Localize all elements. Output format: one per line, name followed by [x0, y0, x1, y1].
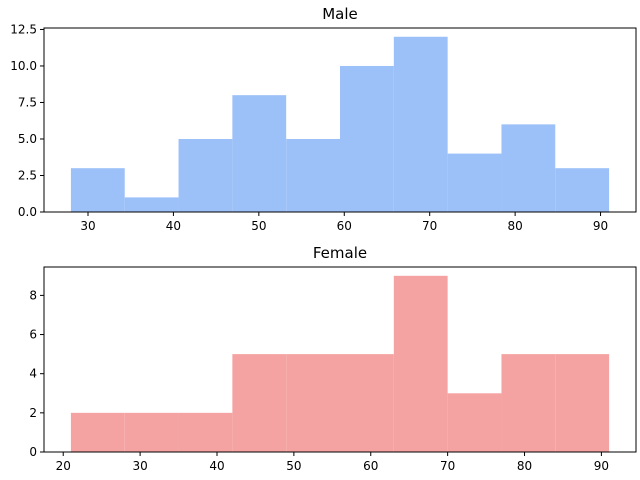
male-histogram-panel: Male 30 40 50 60 70 80 90 0.0 2.5 5.0 7.5 10.0 12.5 [10, 5, 637, 233]
male-histogram-bar [340, 65, 394, 212]
male-x-tick-label: 60 [337, 219, 352, 233]
female-histogram-bar [124, 412, 179, 452]
male-axes-frame [43, 27, 637, 213]
female-histogram-bar [555, 354, 610, 452]
male-y-tick-label: 2.5 [18, 168, 37, 182]
male-chart-title: Male [322, 5, 358, 23]
female-histogram-panel: Female 20 30 40 50 60 70 80 90 0 2 4 6 8 [29, 244, 637, 473]
male-x-tick-label: 50 [251, 219, 266, 233]
female-x-tick-label: 20 [56, 459, 71, 473]
female-y-tick-label: 8 [29, 288, 37, 302]
female-histogram-bar [70, 412, 125, 452]
female-histogram-bar [178, 412, 233, 452]
female-x-tick-label: 90 [594, 459, 609, 473]
female-y-tick-label: 4 [29, 367, 37, 381]
male-y-tick-label: 10.0 [10, 59, 37, 73]
female-histogram-bar [340, 354, 394, 452]
female-y-tick-label: 2 [29, 406, 37, 420]
male-histogram-bar [393, 36, 448, 213]
female-histogram-bar [393, 275, 448, 452]
male-x-tick-label: 40 [166, 219, 181, 233]
female-histogram-bar [501, 354, 556, 452]
female-x-tick-label: 80 [517, 459, 532, 473]
male-histogram-bar [178, 138, 233, 212]
female-y-tick-label: 0 [29, 445, 37, 459]
male-x-tick-label: 70 [422, 219, 437, 233]
female-histogram-bar [447, 393, 502, 452]
female-x-tick-label: 60 [363, 459, 378, 473]
male-histogram-bar [447, 153, 502, 212]
female-y-tick-label: 6 [29, 328, 37, 342]
male-histogram-bar [232, 95, 287, 212]
male-x-tick-label: 80 [507, 219, 522, 233]
female-histogram-bar [232, 354, 287, 452]
male-histogram-bar [555, 168, 610, 212]
male-histogram-bar [70, 168, 125, 212]
male-x-tick-label: 90 [593, 219, 608, 233]
male-y-tick-label: 0.0 [18, 205, 37, 219]
female-x-tick-label: 50 [286, 459, 301, 473]
male-histogram-bar [124, 197, 179, 212]
female-histogram-bar [286, 354, 340, 452]
female-x-tick-label: 40 [209, 459, 224, 473]
male-histogram-bar [501, 124, 556, 212]
female-chart-title: Female [313, 244, 367, 262]
female-x-tick-label: 30 [132, 459, 147, 473]
male-y-tick-label: 7.5 [18, 95, 37, 109]
male-y-tick-label: 5.0 [18, 132, 37, 146]
male-x-tick-label: 30 [80, 219, 95, 233]
male-y-tick-label: 12.5 [10, 22, 37, 36]
female-axes-frame [43, 266, 637, 453]
female-x-tick-label: 70 [440, 459, 455, 473]
male-histogram-bar [286, 138, 340, 212]
